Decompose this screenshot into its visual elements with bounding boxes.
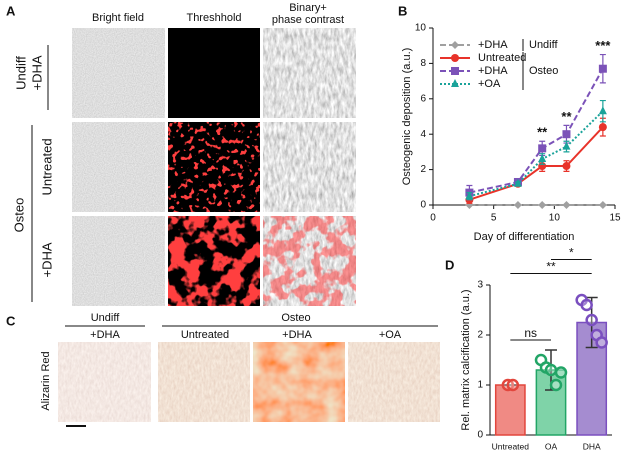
panel-label: D xyxy=(445,257,454,272)
marker xyxy=(598,201,607,209)
column-header: Binary+ xyxy=(289,2,327,14)
column-header: +OA xyxy=(379,329,402,341)
x-tick-label: 5 xyxy=(491,213,497,224)
column-header: Threshhold xyxy=(186,12,241,24)
x-axis-label: Day of differentiation xyxy=(474,231,575,243)
marker xyxy=(598,123,607,132)
row-label: +DHA xyxy=(29,55,44,90)
legend-marker xyxy=(451,41,459,49)
marker xyxy=(538,144,547,153)
y-tick-label: 2 xyxy=(420,164,426,175)
legend-label: +DHA xyxy=(478,39,508,51)
column-header: Untreated xyxy=(181,329,229,341)
stain-image xyxy=(348,342,440,422)
y-tick-label: 10 xyxy=(415,23,427,34)
x-tick-label: 10 xyxy=(549,213,561,224)
y-tick-label: 6 xyxy=(420,93,426,104)
data-point xyxy=(554,366,568,379)
stain-label: Alizarin Red xyxy=(40,351,52,410)
y-axis-label: Rel. matrix calcification (a.u.) xyxy=(460,289,472,430)
row-label: Untreated xyxy=(39,138,54,195)
marker xyxy=(562,141,571,150)
legend-marker xyxy=(451,54,459,62)
micrograph xyxy=(263,28,356,118)
panel-label: B xyxy=(398,3,407,18)
red-deposits xyxy=(168,216,260,306)
significance: * xyxy=(569,246,574,260)
y-tick-label: 4 xyxy=(420,129,426,140)
legend-label: +OA xyxy=(478,78,501,90)
marker xyxy=(598,106,607,115)
y-axis-label: Osteogenic deposition (a.u.) xyxy=(401,48,413,186)
micrograph xyxy=(263,122,356,212)
y-tick-label: 0 xyxy=(477,430,483,441)
legend-group-label: Osteo xyxy=(529,65,558,77)
marker xyxy=(562,201,571,209)
stain-image xyxy=(253,342,345,422)
column-header: phase contrast xyxy=(272,14,344,26)
significance: *** xyxy=(595,38,611,53)
marker xyxy=(562,130,571,139)
significance: ** xyxy=(561,109,572,124)
column-header: +DHA xyxy=(282,329,312,341)
x-tick-label: OA xyxy=(545,441,558,451)
y-tick-label: 2 xyxy=(477,330,483,341)
column-header: +DHA xyxy=(90,329,120,341)
x-tick-label: 0 xyxy=(430,213,436,224)
marker xyxy=(513,178,522,187)
marker xyxy=(513,201,522,209)
y-tick-label: 8 xyxy=(420,58,426,69)
data-point xyxy=(580,298,593,312)
legend-label: Untreated xyxy=(478,52,526,64)
stain-image xyxy=(158,342,250,422)
red-deposits xyxy=(168,122,260,212)
legend-marker xyxy=(451,67,459,75)
significance: ** xyxy=(537,125,548,140)
panel-label: A xyxy=(6,3,16,18)
y-tick-label: 3 xyxy=(477,280,483,291)
series-line xyxy=(469,110,604,198)
marker xyxy=(538,153,547,162)
x-tick-label: Untreated xyxy=(492,441,530,451)
stain-images xyxy=(58,342,440,427)
bar xyxy=(494,384,526,436)
x-tick-label: 15 xyxy=(609,213,621,224)
micrograph xyxy=(72,122,165,212)
legend-group-label: Undiff xyxy=(529,39,558,51)
significance: ns xyxy=(524,326,537,340)
row-label: Undiff xyxy=(13,56,28,90)
significance: ** xyxy=(546,260,556,274)
data-point xyxy=(549,378,563,392)
stain-image xyxy=(58,342,151,422)
red-deposits xyxy=(263,216,356,306)
legend-marker xyxy=(451,79,459,87)
group-label: Osteo xyxy=(281,312,310,324)
panel-label: C xyxy=(6,313,16,328)
y-tick-label: 0 xyxy=(420,200,426,211)
micrograph xyxy=(72,28,165,118)
micrograph xyxy=(72,216,165,306)
column-header: Bright field xyxy=(92,12,144,24)
y-tick-label: 1 xyxy=(477,380,483,391)
row-label: +DHA xyxy=(39,242,54,277)
data-point xyxy=(585,313,598,327)
legend-label: +DHA xyxy=(478,65,508,77)
data-point xyxy=(506,378,520,392)
marker xyxy=(598,64,607,73)
micrograph-grid xyxy=(72,28,356,306)
row-label: Osteo xyxy=(11,198,26,233)
marker xyxy=(465,191,474,200)
data-point xyxy=(595,336,608,349)
micrograph xyxy=(168,28,260,118)
group-label: Undiff xyxy=(91,312,120,324)
marker xyxy=(562,162,571,171)
data-point xyxy=(544,363,558,377)
marker xyxy=(538,201,547,209)
x-tick-label: DHA xyxy=(583,441,601,451)
